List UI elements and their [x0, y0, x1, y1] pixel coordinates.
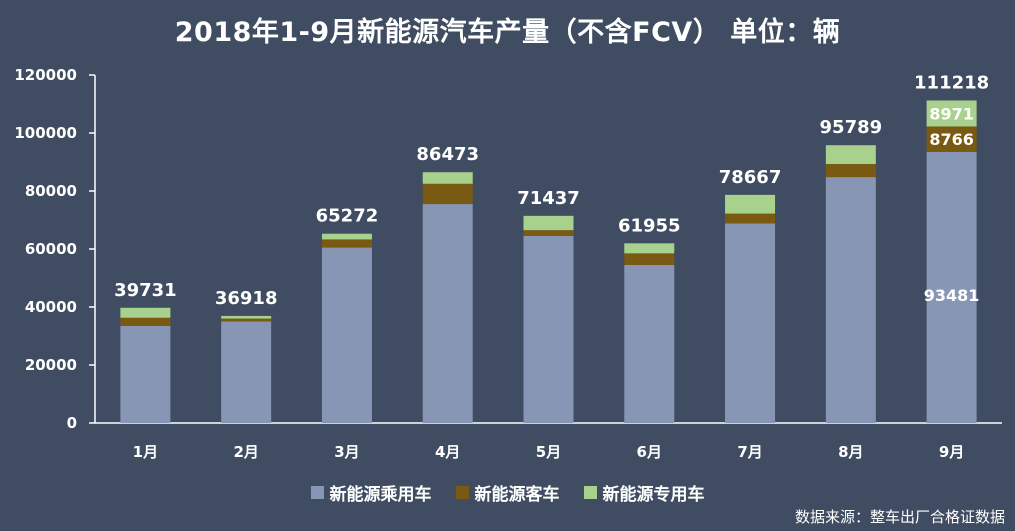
- bar-segment: [624, 253, 675, 265]
- bar-segment: [120, 325, 171, 423]
- chart-title: 2018年1-9月新能源汽车产量（不含FCV） 单位：辆: [174, 17, 841, 48]
- bar-total-label: 78667: [719, 167, 782, 188]
- y-tick-label: 100000: [14, 124, 77, 142]
- bar-segment: [725, 223, 776, 423]
- y-tick-label: 80000: [25, 182, 77, 200]
- y-tick-label: 40000: [25, 298, 77, 316]
- bar-segment: [523, 215, 574, 231]
- bar-segment: [321, 233, 372, 240]
- y-tick-label: 0: [67, 414, 77, 432]
- bar-segment: [422, 183, 473, 205]
- legend-item-special[interactable]: 新能源专用车: [583, 480, 705, 505]
- bar-segment: [825, 164, 876, 178]
- bar-segment: [221, 321, 272, 423]
- bar-segment: [825, 145, 876, 165]
- bar-segment: [321, 247, 372, 423]
- source-note: 数据来源：整车出厂合格证数据: [794, 508, 1005, 526]
- legend-swatch-passenger: [310, 486, 324, 499]
- segment-data-label: 8766: [929, 130, 974, 149]
- bar-segment: [321, 239, 372, 248]
- bar-segment: [120, 317, 171, 326]
- bar-segment: [725, 194, 776, 214]
- x-tick-label: 8月: [838, 443, 863, 461]
- legend-label-passenger: 新能源乘用车: [329, 485, 432, 505]
- bar-segment: [422, 172, 473, 184]
- y-tick-label: 60000: [25, 240, 77, 258]
- bar-segment: [523, 230, 574, 236]
- bar-total-label: 71437: [517, 188, 580, 209]
- legend-swatch-bus: [455, 486, 469, 499]
- x-tick-label: 6月: [637, 443, 662, 461]
- segment-data-label: 8971: [929, 104, 974, 123]
- bar-segment: [825, 177, 876, 423]
- bar-segment: [523, 235, 574, 423]
- bar-segment: [221, 315, 272, 319]
- bar-segment: [725, 213, 776, 224]
- x-tick-label: 9月: [939, 443, 964, 461]
- y-tick-label: 20000: [25, 356, 77, 374]
- bar-total-label: 61955: [618, 215, 681, 236]
- legend-label-bus: 新能源客车: [474, 485, 560, 505]
- bar-total-label: 39731: [114, 280, 177, 301]
- bar-segment: [926, 151, 977, 424]
- legend-item-passenger[interactable]: 新能源乘用车: [310, 480, 432, 505]
- bar-segment: [120, 307, 171, 318]
- legend-label-special: 新能源专用车: [602, 485, 705, 505]
- bar-segment: [926, 126, 977, 152]
- bar-total-label: 111218: [914, 72, 989, 93]
- bar-segment: [422, 204, 473, 423]
- legend-item-bus[interactable]: 新能源客车: [455, 480, 560, 505]
- legend-swatch-special: [583, 486, 597, 499]
- bar-total-label: 86473: [416, 144, 479, 165]
- segment-data-label: 93481: [924, 286, 980, 305]
- bar-segment: [221, 318, 272, 322]
- bar-segment: [624, 243, 675, 254]
- y-tick-label: 120000: [14, 66, 77, 84]
- bar-total-label: 65272: [316, 206, 379, 227]
- bar-segment: [624, 264, 675, 423]
- x-tick-label: 4月: [435, 443, 460, 461]
- legend: 新能源乘用车 新能源客车 新能源专用车: [0, 480, 1015, 505]
- x-tick-label: 5月: [536, 443, 561, 461]
- x-tick-label: 2月: [233, 443, 258, 461]
- bar-segment: [926, 100, 977, 127]
- bar-total-label: 36918: [215, 288, 278, 309]
- x-tick-label: 3月: [334, 443, 359, 461]
- x-tick-label: 7月: [737, 443, 762, 461]
- x-tick-label: 1月: [133, 443, 158, 461]
- bar-total-label: 95789: [820, 117, 883, 138]
